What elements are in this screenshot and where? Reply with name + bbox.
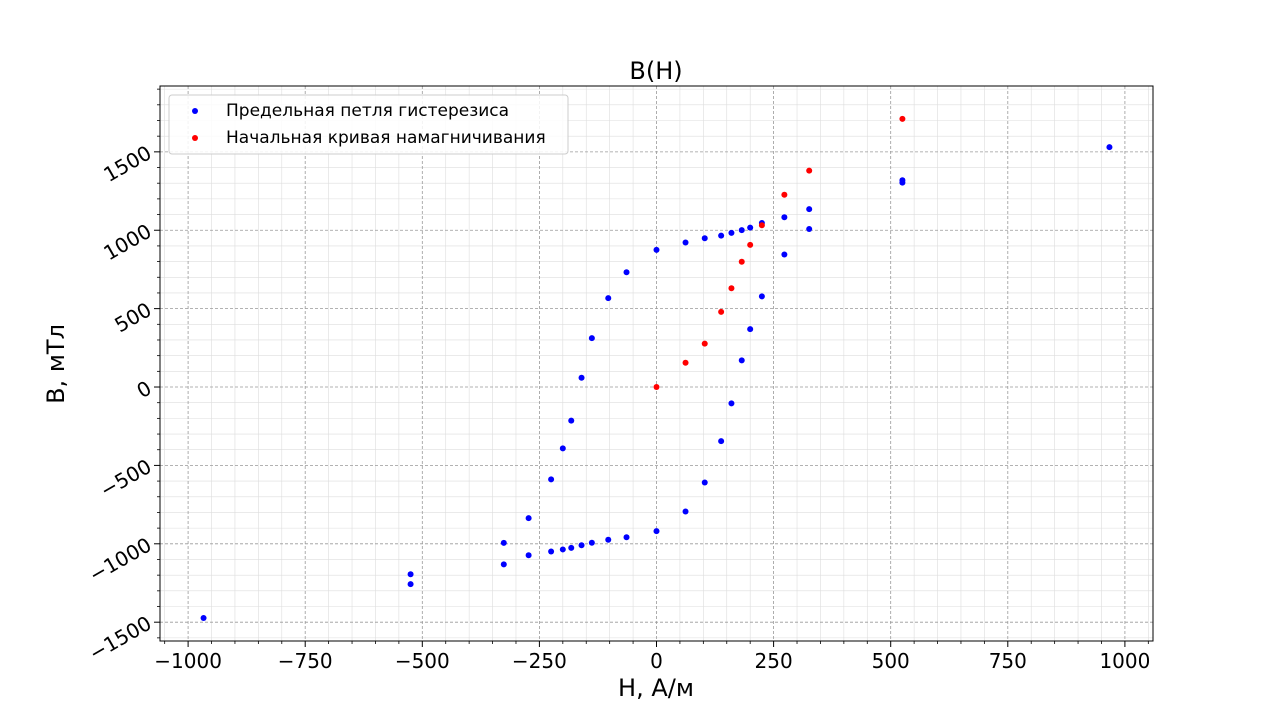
point-s0-33 (747, 326, 754, 333)
point-s0-6 (525, 515, 532, 522)
x-tick-label-0: −1000 (154, 649, 222, 673)
point-s0-29 (728, 400, 735, 407)
point-s0-31 (738, 357, 745, 364)
point-s0-17 (605, 536, 612, 543)
legend-box (168, 94, 569, 155)
point-s0-37 (781, 251, 788, 258)
point-s0-43 (1106, 144, 1113, 151)
point-s0-22 (653, 246, 660, 253)
point-s0-32 (738, 227, 745, 234)
point-s1-3 (718, 308, 725, 315)
point-s0-3 (500, 561, 507, 568)
point-s0-11 (568, 544, 575, 551)
x-tick-label-7: 750 (989, 649, 1027, 673)
x-tick-label-6: 500 (872, 649, 910, 673)
point-s1-0 (653, 384, 660, 391)
point-s1-2 (701, 340, 708, 347)
major-grid (160, 86, 1153, 641)
point-s0-4 (500, 539, 507, 546)
point-s0-18 (605, 295, 612, 302)
y-tick-label-6: 1500 (99, 141, 155, 187)
point-s0-34 (747, 224, 754, 231)
point-s0-13 (578, 542, 585, 549)
point-s0-8 (548, 476, 555, 483)
legend-label-0: Предельная петля гистерезиса (226, 101, 509, 121)
point-s0-35 (758, 293, 765, 300)
point-s0-40 (806, 206, 813, 213)
point-s0-42 (899, 177, 906, 184)
point-s0-1 (407, 581, 414, 588)
point-s0-38 (781, 214, 788, 221)
data-points (200, 115, 1113, 621)
x-tick-label-4: 0 (650, 649, 663, 673)
y-tick-label-2: −500 (96, 454, 156, 502)
point-s1-8 (781, 191, 788, 198)
point-s0-0 (200, 614, 207, 621)
legend: Предельная петля гистерезиса Начальная к… (168, 94, 569, 155)
legend-label-1: Начальная кривая намагничивания (226, 128, 546, 148)
x-axis-title: H, А/м (618, 674, 694, 702)
point-s0-10 (559, 445, 566, 452)
point-s0-2 (407, 571, 414, 578)
point-s0-24 (682, 239, 689, 246)
point-s1-9 (806, 167, 813, 174)
y-tick-label-0: −1500 (85, 611, 156, 666)
point-s0-21 (653, 528, 660, 535)
point-s0-15 (588, 539, 595, 546)
x-tick-label-1: −750 (278, 649, 333, 673)
point-s0-19 (623, 534, 630, 541)
point-s1-5 (738, 258, 745, 265)
point-s0-30 (728, 229, 735, 236)
point-s0-14 (578, 374, 585, 381)
x-tick-label-2: −500 (395, 649, 450, 673)
point-s0-5 (525, 552, 532, 559)
point-s0-39 (806, 225, 813, 232)
chart-title: B(H) (629, 57, 682, 85)
y-tick-label-4: 500 (110, 297, 155, 337)
point-s1-1 (682, 359, 689, 366)
point-s0-12 (568, 417, 575, 424)
point-s0-23 (682, 508, 689, 515)
point-s0-9 (559, 546, 566, 553)
legend-marker-0 (192, 108, 198, 114)
x-tick-label-3: −250 (512, 649, 567, 673)
y-tick-label-5: 1000 (99, 219, 155, 265)
point-s1-10 (899, 115, 906, 122)
point-s0-27 (718, 438, 725, 445)
point-s0-20 (623, 269, 630, 276)
point-s0-28 (718, 232, 725, 239)
point-s1-7 (758, 222, 765, 229)
y-tick-label-3: 0 (132, 376, 155, 403)
point-s0-26 (701, 235, 708, 242)
point-s0-25 (701, 479, 708, 486)
point-s1-6 (747, 241, 754, 248)
point-s0-16 (588, 335, 595, 342)
point-s0-7 (548, 548, 555, 555)
x-tick-label-8: 1000 (1099, 649, 1150, 673)
legend-marker-1 (192, 135, 198, 141)
y-axis-title: B, мТл (42, 324, 70, 404)
x-tick-label-5: 250 (755, 649, 793, 673)
axis-ticks: −1000 −750 −500 −250 0 250 500 750 1000−1500−100… (85, 88, 1150, 673)
point-s1-4 (728, 285, 735, 292)
y-tick-label-1: −1000 (85, 533, 156, 588)
